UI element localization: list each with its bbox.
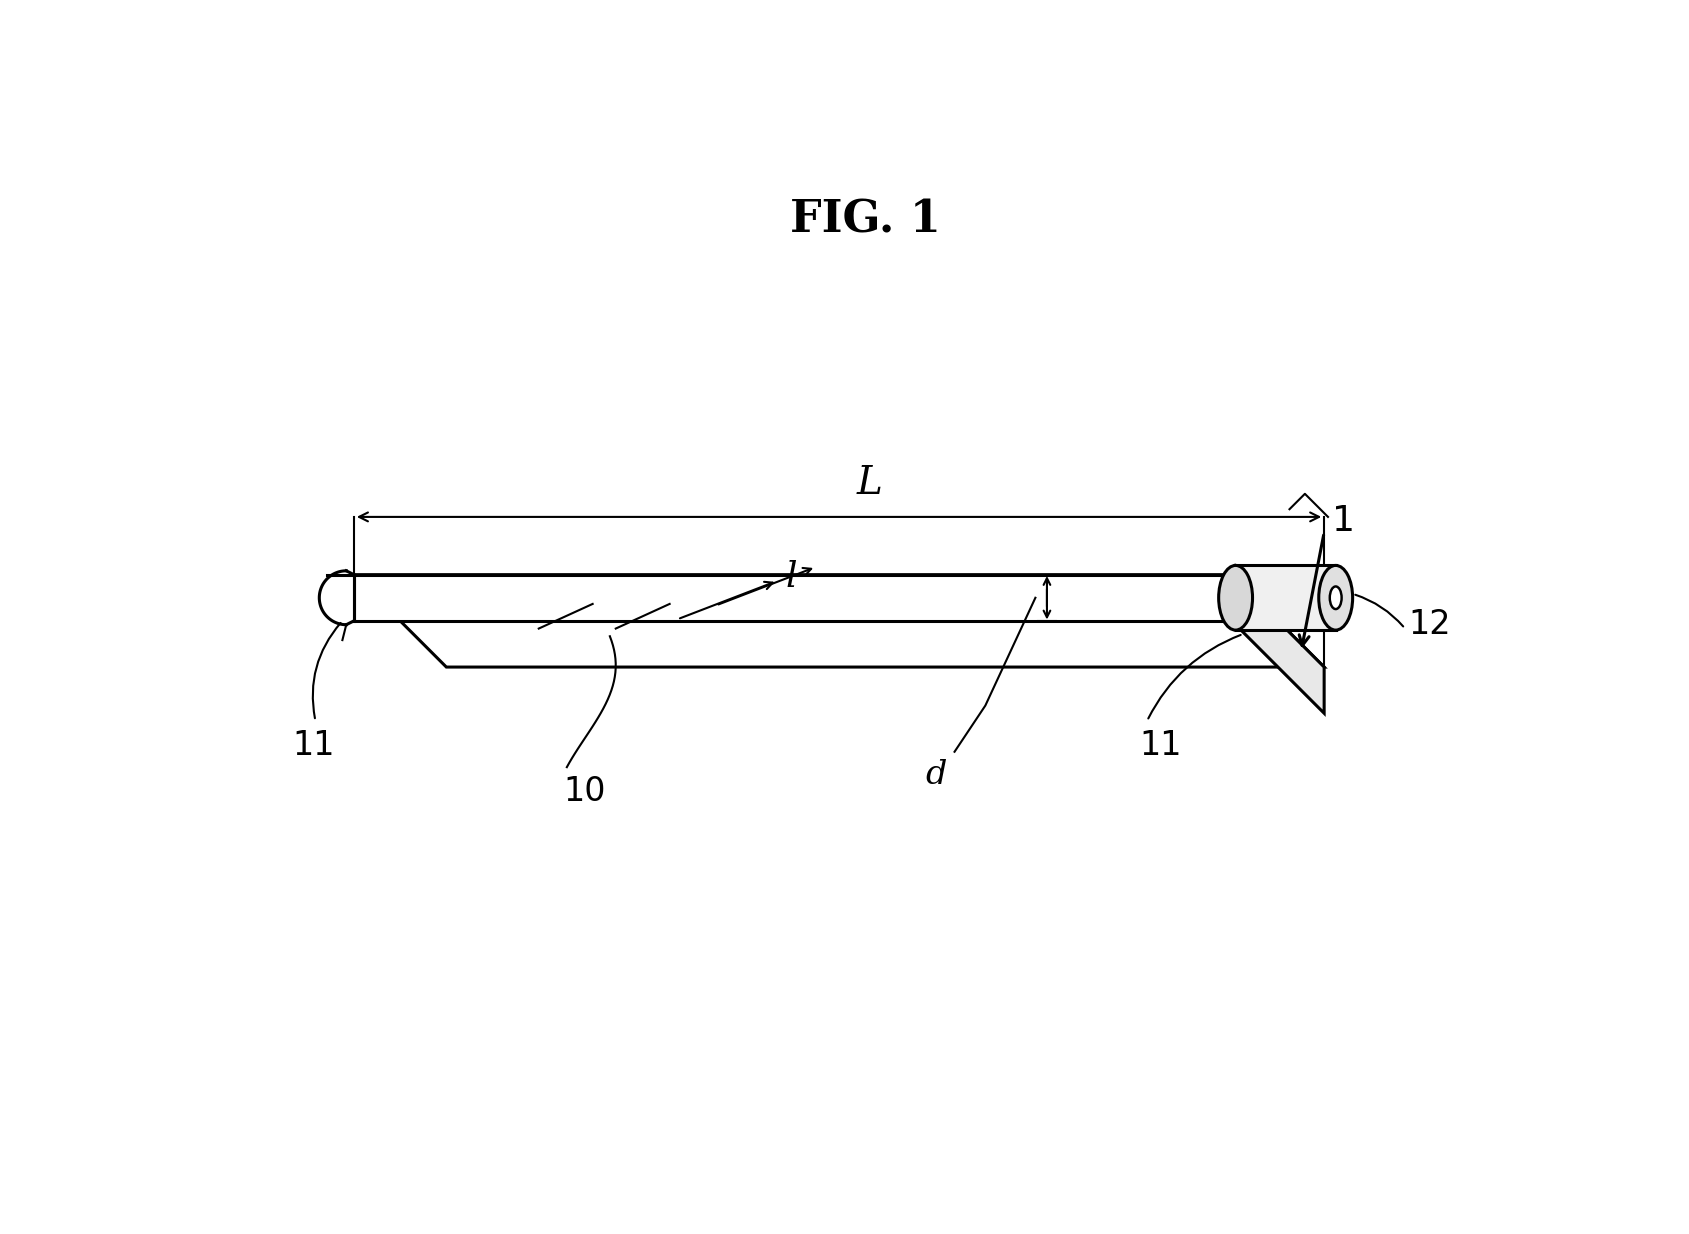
Text: 11: 11 bbox=[1140, 728, 1182, 761]
Polygon shape bbox=[1231, 575, 1324, 713]
Polygon shape bbox=[355, 575, 1231, 621]
Text: L: L bbox=[856, 464, 883, 501]
Text: l: l bbox=[785, 560, 797, 594]
Polygon shape bbox=[355, 575, 1324, 668]
Ellipse shape bbox=[1329, 586, 1341, 610]
Text: 11: 11 bbox=[292, 728, 334, 761]
Text: 1: 1 bbox=[1333, 503, 1355, 538]
Polygon shape bbox=[1236, 565, 1336, 631]
Text: 10: 10 bbox=[564, 775, 606, 808]
Ellipse shape bbox=[1319, 565, 1353, 631]
Text: 12: 12 bbox=[1409, 608, 1451, 642]
Ellipse shape bbox=[1219, 565, 1253, 631]
Text: FIG. 1: FIG. 1 bbox=[790, 199, 941, 242]
Text: d: d bbox=[926, 759, 948, 791]
